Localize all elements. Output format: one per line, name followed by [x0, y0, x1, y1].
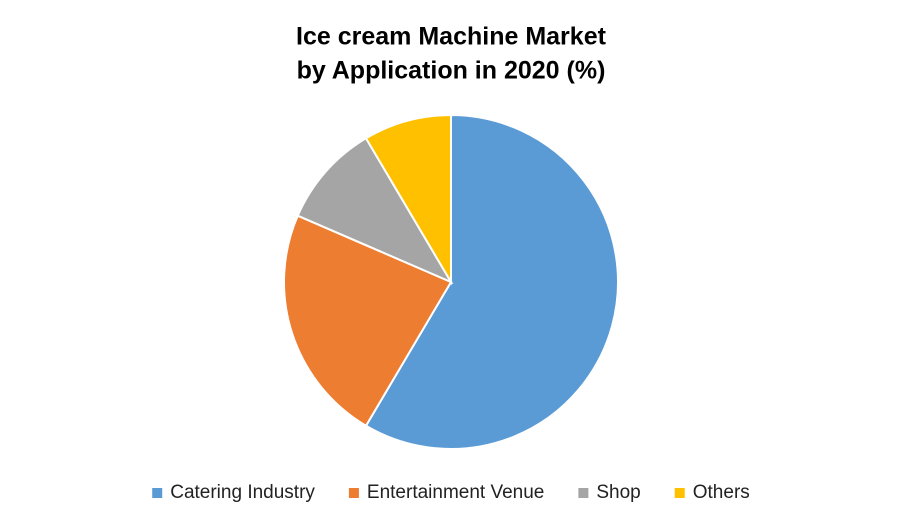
legend-label: Entertainment Venue: [367, 482, 544, 503]
legend-label: Catering Industry: [170, 482, 315, 503]
pie-slice: [296, 136, 454, 285]
pie-slice: [283, 214, 453, 428]
chart-title: Ice cream Machine Market: [296, 23, 607, 51]
chart-title: by Application in 2020 (%): [297, 57, 606, 85]
legend-label: Shop: [596, 482, 640, 503]
legend-marker: [578, 488, 589, 498]
legend-marker: [152, 488, 163, 498]
legend-label: Others: [693, 482, 750, 503]
legend-marker: [348, 488, 359, 498]
pie-slice: [364, 113, 619, 450]
legend-marker: [674, 488, 685, 498]
pie-slice: [364, 113, 452, 286]
